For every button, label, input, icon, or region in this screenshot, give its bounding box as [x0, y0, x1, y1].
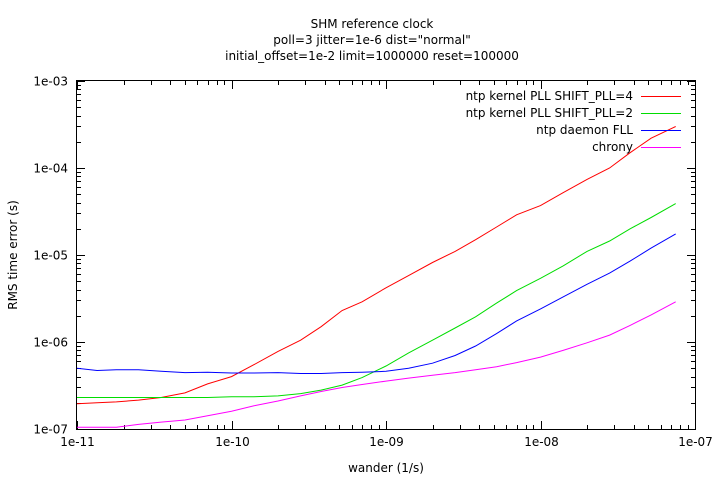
x-axis: 1e-11 1e-10 1e-09 1e-08 1e-07 — [60, 81, 713, 449]
subtitle-line: initial_offset=1e-2 limit=1000000 reset=… — [225, 49, 519, 63]
plot-series — [76, 126, 676, 428]
series-line-1 — [76, 126, 676, 405]
legend-label: ntp kernel PLL SHIFT_PLL=4 — [466, 89, 633, 103]
legend-label: chrony — [592, 140, 633, 154]
series-line-3 — [76, 233, 676, 374]
x-tick-label: 1e-09 — [369, 435, 404, 449]
y-tick-label: 1e-04 — [33, 162, 68, 176]
y-tick-label: 1e-07 — [33, 423, 68, 437]
y-tick-label: 1e-05 — [33, 249, 68, 263]
x-tick-label: 1e-07 — [678, 435, 713, 449]
y-tick-label: 1e-03 — [33, 75, 68, 89]
y-axis: 1e-07 1e-06 1e-05 1e-04 1e-03 — [33, 75, 695, 437]
plot-frame — [76, 80, 696, 430]
series-line-4 — [77, 301, 676, 428]
x-tick-label: 1e-08 — [524, 435, 559, 449]
x-axis-label: wander (1/s) — [348, 461, 424, 475]
subtitle-line: poll=3 jitter=1e-6 dist="normal" — [273, 33, 470, 47]
legend-label: ntp daemon FLL — [536, 123, 633, 137]
x-tick-label: 1e-10 — [215, 435, 250, 449]
legend-label: ntp kernel PLL SHIFT_PLL=2 — [466, 106, 633, 120]
y-axis-label: RMS time error (s) — [6, 200, 20, 310]
x-tick-label: 1e-11 — [60, 435, 95, 449]
y-tick-label: 1e-06 — [33, 336, 68, 350]
series-line-2 — [77, 203, 676, 398]
title-line: SHM reference clock — [311, 17, 434, 31]
chart-title: SHM reference clock poll=3 jitter=1e-6 d… — [225, 17, 519, 63]
